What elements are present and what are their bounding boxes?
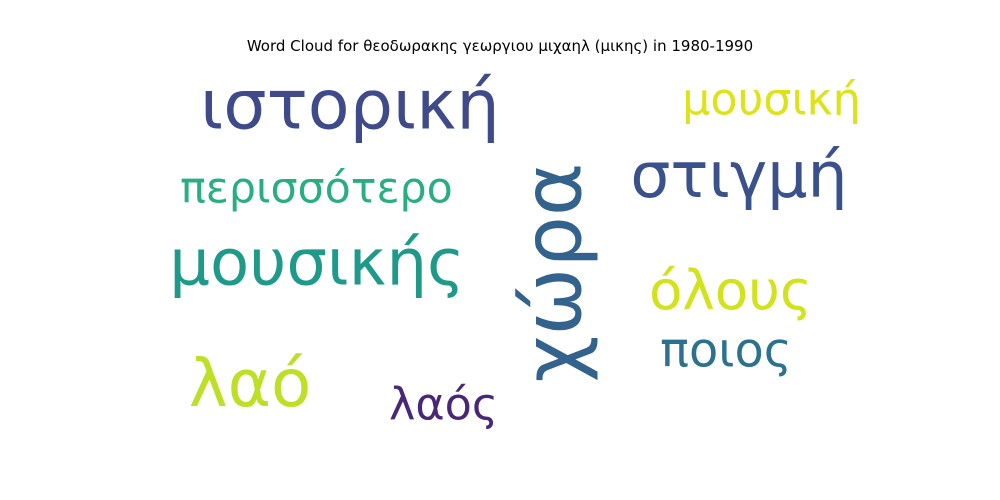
word-6: όλους: [649, 258, 812, 322]
word-1: ιστορική: [200, 67, 500, 146]
word-4: στιγμή: [630, 138, 847, 212]
word-7: ποιος: [660, 324, 792, 379]
word-3: μουσικής: [169, 227, 464, 301]
word-8: περισσότερο: [180, 164, 453, 214]
chart-title: Word Cloud for θεοδωρακης γεωργιου μιχαη…: [246, 37, 754, 55]
word-2: χώρα: [507, 163, 601, 383]
word-10: λαός: [389, 379, 498, 430]
word-9: μουσική: [682, 74, 861, 125]
word-5: λαό: [189, 345, 312, 422]
